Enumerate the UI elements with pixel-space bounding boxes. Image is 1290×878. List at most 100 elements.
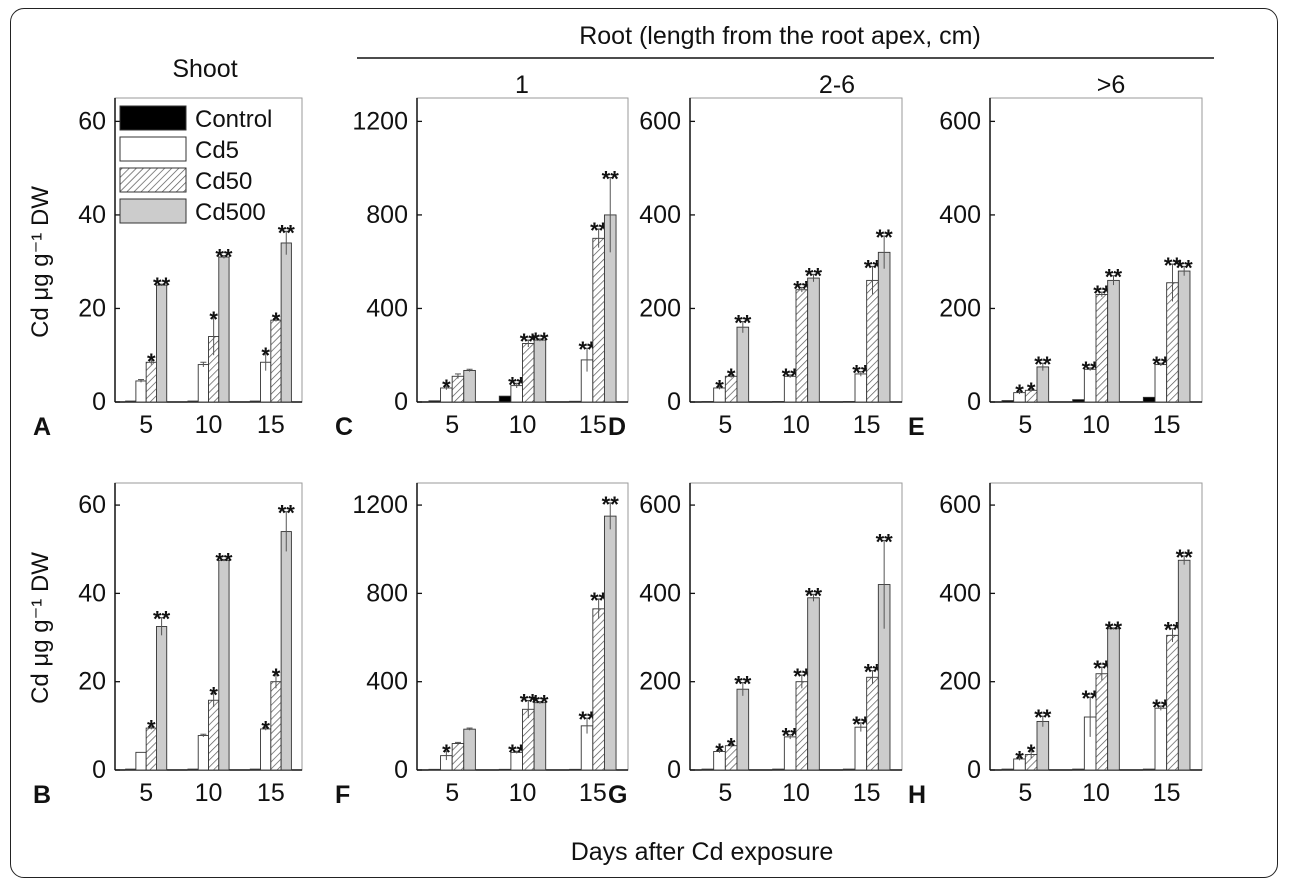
x-tick-label: 10 — [195, 411, 223, 439]
bar-cd50 — [796, 682, 808, 770]
significance-mark: * — [715, 376, 724, 401]
panels: 02040605***10***15****AControlCd5Cd50Cd5… — [33, 98, 1202, 809]
bar-control — [499, 769, 511, 770]
bar-cd500 — [604, 516, 616, 770]
x-tick-label: 5 — [139, 779, 153, 807]
bar-control — [702, 769, 714, 770]
x-tick-label: 5 — [1018, 779, 1032, 807]
bar-cd5 — [136, 752, 146, 770]
bar-control — [570, 401, 582, 402]
y-tick-label: 200 — [939, 668, 981, 696]
x-tick-label: 15 — [579, 779, 607, 807]
y-tick-label: 0 — [967, 756, 981, 784]
significance-mark: ** — [876, 529, 894, 554]
y-tick-label: 1200 — [352, 107, 408, 135]
bar-cd5 — [198, 736, 208, 770]
bar-cd500 — [1178, 560, 1190, 770]
bar-cd500 — [464, 729, 476, 770]
bar-control — [188, 769, 198, 770]
significance-mark: * — [1027, 378, 1036, 403]
panel-letter: H — [908, 781, 926, 809]
x-tick-label: 15 — [853, 779, 881, 807]
bar-cd50 — [593, 609, 605, 770]
y-tick-label: 0 — [667, 388, 681, 416]
y-tick-label: 600 — [939, 107, 981, 135]
bar-control — [429, 769, 441, 770]
y-tick-label: 0 — [394, 388, 408, 416]
bar-cd500 — [1178, 271, 1190, 402]
bar-cd50 — [1096, 674, 1108, 770]
bar-cd500 — [808, 598, 820, 770]
col-title-1: 1 — [515, 71, 529, 99]
y-tick-label: 40 — [78, 201, 106, 229]
y-tick-label: 400 — [366, 294, 408, 322]
panel-letter: D — [608, 413, 626, 441]
significance-mark: * — [272, 664, 281, 689]
bar-control — [570, 769, 582, 770]
bar-cd50 — [593, 238, 605, 402]
significance-mark: ** — [153, 607, 171, 632]
y-tick-label: 20 — [78, 294, 106, 322]
significance-mark: ** — [531, 691, 549, 716]
significance-mark: * — [261, 717, 270, 742]
x-tick-label: 15 — [1153, 411, 1181, 439]
legend-swatch — [120, 106, 186, 130]
x-tick-label: 15 — [1153, 779, 1181, 807]
y-tick-label: 60 — [78, 491, 106, 519]
x-tick-label: 10 — [509, 779, 537, 807]
y-tick-label: 200 — [939, 294, 981, 322]
bar-control — [429, 401, 441, 402]
column-title: 2-6 — [819, 71, 855, 99]
significance-mark: ** — [215, 245, 233, 270]
bar-cd500 — [878, 252, 890, 402]
bar-control — [188, 401, 198, 402]
y-tick-label: 400 — [939, 201, 981, 229]
y-tick-label: 800 — [366, 579, 408, 607]
panel-letter: A — [33, 413, 51, 441]
bar-control — [1002, 401, 1014, 402]
col-title-gt6: >6 — [1097, 71, 1126, 99]
bar-cd500 — [156, 285, 166, 402]
bar-cd500 — [737, 689, 749, 770]
panel-letter: B — [33, 781, 51, 809]
col-title-2-6: 2-6 — [819, 71, 855, 99]
legend-label: Control — [195, 106, 272, 133]
column-title: >6 — [1097, 71, 1126, 99]
bar-cd50 — [1096, 294, 1108, 402]
x-tick-label: 10 — [195, 779, 223, 807]
y-tick-label: 400 — [366, 668, 408, 696]
x-tick-label: 10 — [509, 411, 537, 439]
y-tick-label: 40 — [78, 579, 106, 607]
y-tick-label: 400 — [639, 201, 681, 229]
bar-cd5 — [136, 381, 146, 402]
bar-control — [250, 769, 260, 770]
bar-cd500 — [808, 278, 820, 402]
y-tick-label: 400 — [939, 579, 981, 607]
bar-control — [1073, 400, 1085, 402]
significance-mark: ** — [602, 167, 620, 192]
legend-swatch — [120, 168, 186, 192]
y-tick-label: 20 — [78, 668, 106, 696]
significance-mark: * — [147, 716, 156, 741]
legend-label: Cd5 — [195, 137, 239, 164]
x-tick-label: 10 — [782, 411, 810, 439]
significance-mark: ** — [602, 492, 620, 517]
y-tick-label: 400 — [639, 579, 681, 607]
bar-control — [250, 401, 260, 402]
bar-cd500 — [281, 243, 291, 402]
bar-control — [1143, 769, 1155, 770]
bar-cd50 — [271, 682, 281, 770]
significance-mark: * — [1027, 740, 1036, 765]
bar-cd500 — [737, 327, 749, 402]
y-tick-label: 0 — [667, 756, 681, 784]
panel-letter: C — [335, 413, 353, 441]
root-header: Root (length from the root apex, cm) — [579, 22, 981, 50]
x-tick-label: 10 — [782, 779, 810, 807]
bar-cd50 — [867, 280, 879, 402]
bar-cd5 — [198, 365, 208, 402]
y-tick-label: 200 — [639, 294, 681, 322]
